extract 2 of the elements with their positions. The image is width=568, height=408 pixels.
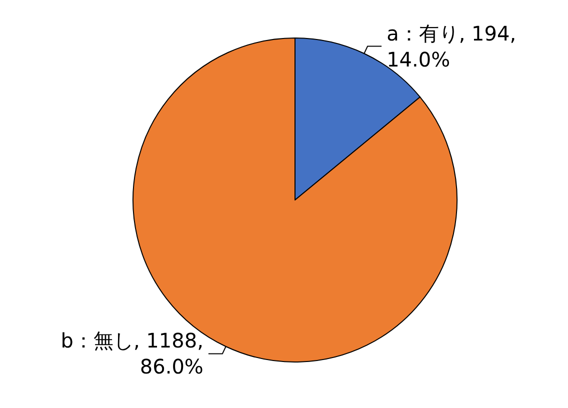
slice-label: a：有り, 194, 14.0% <box>386 21 516 72</box>
slice-label: b：無し, 1188, 86.0% <box>60 328 204 379</box>
